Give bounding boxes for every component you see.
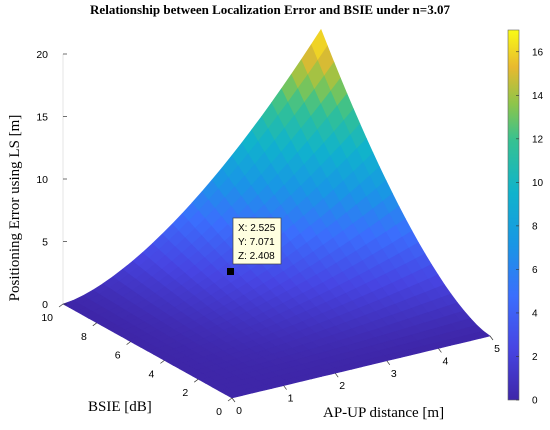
y-tick-mark	[160, 360, 165, 364]
x-tick-mark	[334, 372, 339, 378]
datatip-x: X: 2.525	[238, 223, 276, 234]
y-tick-mark	[126, 341, 131, 345]
x-tick-label: 4	[442, 355, 448, 367]
y-tick-label: 4	[149, 368, 155, 380]
colorbar	[507, 29, 520, 401]
y-tick-label: 10	[41, 312, 53, 324]
y-tick-label: 0	[216, 406, 222, 418]
x-axis-label: AP-UP distance [m]	[323, 405, 444, 421]
y-tick-label: 6	[115, 350, 121, 362]
z-axis-label: Positioning Error using LS [m]	[7, 115, 23, 302]
x-tick-mark	[386, 360, 391, 366]
x-tick-label: 5	[494, 343, 500, 355]
datatip-box	[232, 217, 282, 265]
colorbar-ticks: 0 2 4 6 8 10 12 14 16	[516, 47, 544, 407]
x-tick-label: 0	[236, 405, 242, 417]
z-tick-label: 0	[42, 299, 48, 311]
chart-title: Relationship between Localization Error …	[90, 2, 450, 17]
y-tick-label: 8	[81, 331, 87, 343]
colorbar-tick-label: 12	[532, 134, 544, 145]
x-tick-mark	[231, 397, 236, 403]
colorbar-tick-label: 8	[532, 221, 538, 232]
z-tick-label: 5	[42, 237, 48, 249]
y-tick-label: 2	[182, 387, 188, 399]
datatip-z: Z: 2.408	[238, 251, 275, 262]
colorbar-tick-label: 10	[532, 178, 544, 189]
datatip-y: Y: 7.071	[238, 237, 275, 248]
data-tip[interactable]: X: 2.525 Y: 7.071 Z: 2.408	[227, 217, 282, 275]
y-tick-mark	[193, 378, 199, 383]
surface-layer	[62, 28, 491, 399]
y-tick-mark	[92, 322, 98, 327]
x-tick-mark	[283, 385, 287, 390]
colorbar-tick-label: 0	[532, 396, 538, 407]
z-tick-label: 10	[36, 174, 48, 186]
x-tick-label: 1	[288, 393, 294, 405]
y-tick-mark	[58, 303, 64, 308]
colorbar-tick-label: 4	[532, 308, 538, 319]
surface-patch	[224, 391, 243, 399]
datatip-marker[interactable]	[227, 268, 234, 275]
x-tick-label: 2	[339, 380, 345, 392]
y-axis-label: BSIE [dB]	[88, 399, 152, 415]
z-tick-label: 20	[36, 49, 48, 61]
x-tick-mark	[438, 348, 442, 353]
x-tick-label: 3	[391, 368, 397, 380]
colorbar-tick-label: 16	[532, 47, 544, 58]
z-tick-label: 15	[36, 112, 48, 124]
x-tick-mark	[489, 335, 494, 341]
colorbar-tick-label: 2	[532, 352, 538, 363]
y-tick-mark	[227, 397, 233, 402]
colorbar-tick-label: 6	[532, 265, 538, 276]
colorbar-tick-label: 14	[532, 91, 544, 102]
